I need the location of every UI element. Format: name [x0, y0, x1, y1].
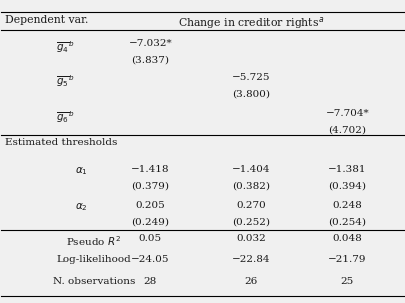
Text: (0.394): (0.394): [328, 181, 366, 191]
Text: $\alpha_1$: $\alpha_1$: [75, 165, 88, 177]
Text: 26: 26: [244, 277, 258, 286]
Text: (0.379): (0.379): [131, 181, 169, 191]
Text: 0.05: 0.05: [139, 234, 162, 243]
Text: (0.254): (0.254): [328, 218, 366, 227]
Text: 0.248: 0.248: [333, 201, 362, 210]
Text: (0.252): (0.252): [232, 218, 270, 227]
Text: Change in creditor rights$^a$: Change in creditor rights$^a$: [178, 15, 324, 31]
Text: $\overline{g_4}^{\,b}$: $\overline{g_4}^{\,b}$: [56, 39, 75, 55]
Text: $\overline{g_6}^{\,b}$: $\overline{g_6}^{\,b}$: [56, 109, 75, 125]
Text: (3.800): (3.800): [232, 90, 270, 99]
Text: 0.205: 0.205: [135, 201, 165, 210]
Text: −21.79: −21.79: [328, 255, 367, 264]
Text: −1.418: −1.418: [131, 165, 169, 174]
Text: 0.270: 0.270: [236, 201, 266, 210]
Text: 0.048: 0.048: [333, 234, 362, 243]
Text: −1.404: −1.404: [232, 165, 270, 174]
Text: 25: 25: [341, 277, 354, 286]
Text: N. observations: N. observations: [53, 277, 135, 286]
Text: −22.84: −22.84: [232, 255, 270, 264]
Text: $\alpha_2$: $\alpha_2$: [75, 201, 88, 213]
Text: 28: 28: [144, 277, 157, 286]
Text: −5.725: −5.725: [232, 73, 270, 82]
Text: Estimated thresholds: Estimated thresholds: [5, 138, 118, 147]
Text: (3.837): (3.837): [131, 55, 169, 65]
Text: −24.05: −24.05: [131, 255, 169, 264]
Text: (0.249): (0.249): [131, 218, 169, 227]
Text: −7.032*: −7.032*: [128, 39, 172, 48]
Text: Log-likelihood: Log-likelihood: [57, 255, 131, 264]
Text: −1.381: −1.381: [328, 165, 367, 174]
Text: 0.032: 0.032: [236, 234, 266, 243]
Text: $\overline{g_5}^{\,b}$: $\overline{g_5}^{\,b}$: [56, 73, 75, 89]
Text: Dependent var.: Dependent var.: [5, 15, 89, 25]
Text: (0.382): (0.382): [232, 181, 270, 191]
Text: −7.704*: −7.704*: [326, 109, 369, 118]
Text: Pseudo $R^2$: Pseudo $R^2$: [66, 234, 122, 248]
Text: (4.702): (4.702): [328, 126, 366, 135]
